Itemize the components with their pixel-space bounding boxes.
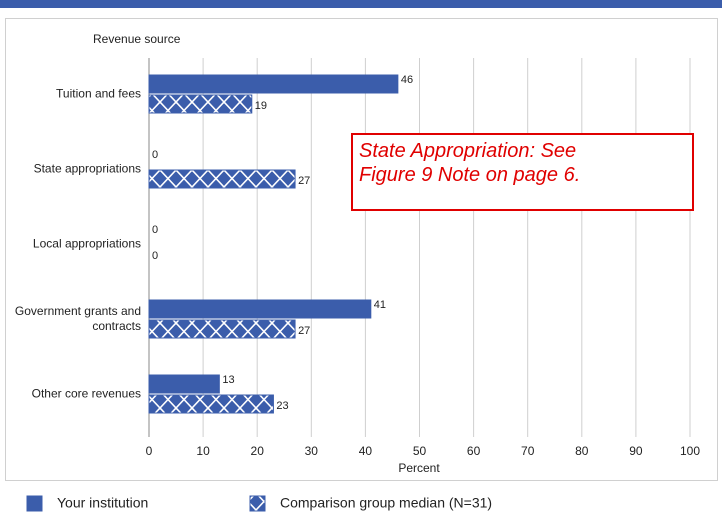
x-tick-label: 60 bbox=[467, 444, 481, 458]
bar bbox=[148, 299, 372, 319]
data-label: 27 bbox=[298, 175, 310, 187]
data-label: 27 bbox=[298, 325, 310, 337]
bar bbox=[148, 394, 274, 414]
legend-swatch bbox=[26, 495, 43, 512]
data-label: 0 bbox=[152, 250, 158, 262]
top-banner bbox=[0, 0, 722, 8]
y-tick-label: State appropriations bbox=[33, 161, 141, 176]
y-tick-label: Other core revenues bbox=[31, 386, 141, 401]
data-label: 23 bbox=[276, 400, 288, 412]
data-label: 0 bbox=[152, 149, 158, 161]
y-tick-label: Government grants and contracts bbox=[14, 304, 141, 333]
legend-label: Comparison group median (N=31) bbox=[280, 495, 492, 511]
bar bbox=[148, 94, 253, 114]
data-label: 0 bbox=[152, 224, 158, 236]
annotation-line: Figure 9 Note on page 6. bbox=[359, 164, 581, 186]
y-tick-label: Local appropriations bbox=[32, 236, 141, 251]
data-label: 41 bbox=[374, 299, 386, 311]
data-label: 46 bbox=[401, 74, 413, 86]
annotation-box: State Appropriation: See Figure 9 Note o… bbox=[351, 133, 694, 211]
legend-swatch bbox=[249, 495, 266, 512]
x-tick-label: 0 bbox=[146, 444, 153, 458]
y-axis-label: Revenue source bbox=[93, 32, 181, 46]
x-axis-label: Percent bbox=[398, 461, 440, 475]
x-tick-label: 30 bbox=[305, 444, 319, 458]
x-tick-label: 50 bbox=[413, 444, 427, 458]
x-tick-label: 90 bbox=[629, 444, 643, 458]
y-tick-label: Tuition and fees bbox=[56, 86, 141, 101]
x-tick-label: 70 bbox=[521, 444, 535, 458]
annotation-line: State Appropriation: See bbox=[359, 140, 577, 162]
bar bbox=[148, 169, 296, 189]
legend-label: Your institution bbox=[57, 495, 148, 511]
x-tick-label: 20 bbox=[251, 444, 265, 458]
data-label: 13 bbox=[222, 374, 234, 386]
x-tick-label: 80 bbox=[575, 444, 589, 458]
chart-panel bbox=[5, 18, 718, 481]
x-tick-label: 40 bbox=[359, 444, 373, 458]
bar bbox=[148, 319, 296, 339]
x-tick-label: 100 bbox=[680, 444, 700, 458]
x-tick-label: 10 bbox=[196, 444, 210, 458]
bar bbox=[148, 74, 399, 94]
bar bbox=[148, 374, 220, 394]
data-label: 19 bbox=[255, 100, 267, 112]
